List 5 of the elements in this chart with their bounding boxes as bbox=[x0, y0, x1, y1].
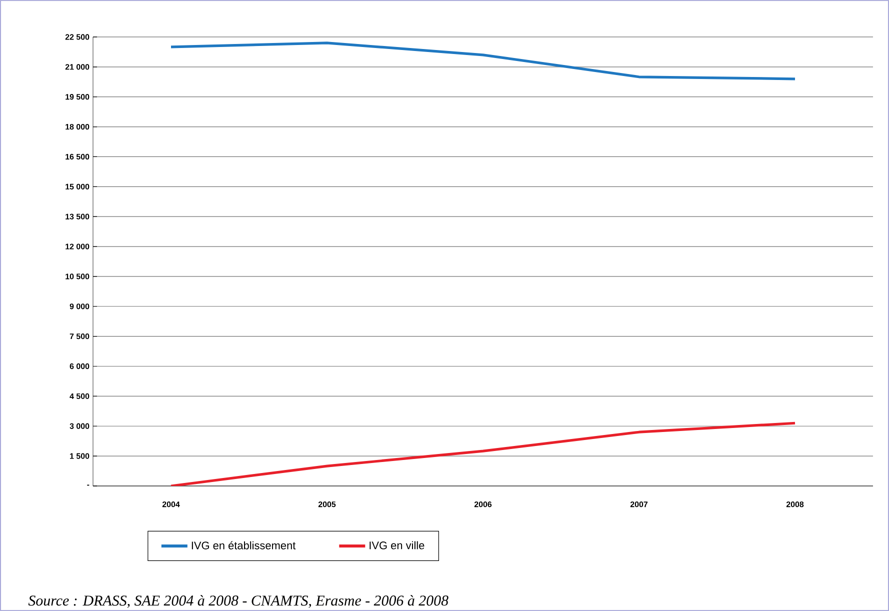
line-series bbox=[170, 42, 796, 80]
source-note: Source : DRASS, SAE 2004 à 2008 - CNAMTS, Erasme - 2006 à 2008 bbox=[28, 595, 448, 608]
legend-label: IVG en établissement bbox=[192, 541, 296, 550]
legend-label: IVG en ville bbox=[370, 541, 424, 550]
line-series bbox=[170, 422, 796, 486]
